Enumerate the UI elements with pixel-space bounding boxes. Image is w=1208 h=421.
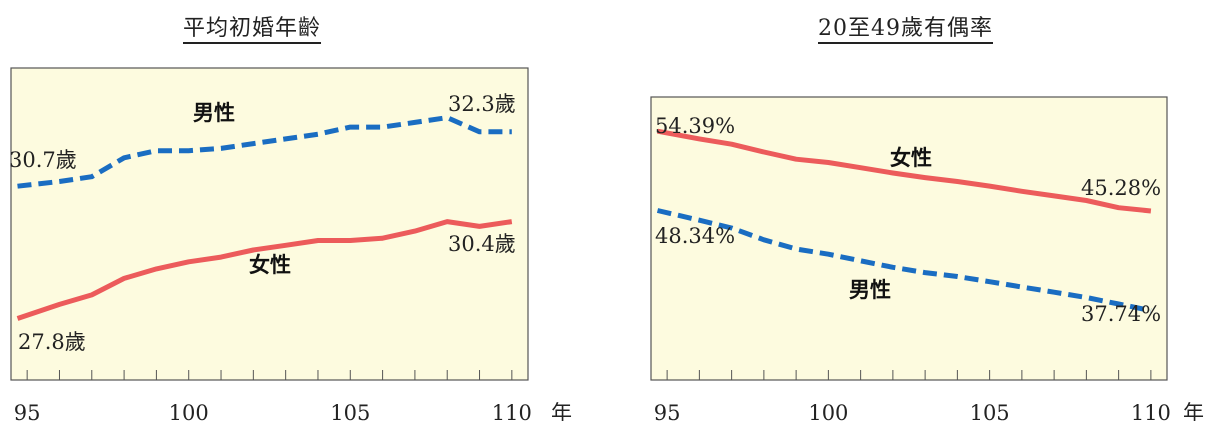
series-line-female — [16, 219, 513, 321]
chart-title: 20至49歲有偶率 — [818, 16, 993, 41]
x-axis-unit: 年 — [551, 401, 572, 421]
end-label-female: 30.4歲 — [448, 232, 516, 256]
x-tick-label: 110 — [492, 401, 532, 421]
chart-svg: 95 100 105 110 女性 男性 54.39% 45.28% 48.34% 3… — [650, 96, 1204, 421]
start-label-male: 30.7歲 — [9, 148, 77, 172]
chart-panel-marriage-age: 平均初婚年齡 95 100 105 110 男性 女性 30.7歲 32.3歲 27.… — [0, 0, 600, 421]
x-tick-label: 110 — [1131, 401, 1171, 421]
end-label-male: 32.3歲 — [448, 92, 516, 116]
series-label-female: 女性 — [890, 146, 932, 170]
x-tick-label: 105 — [330, 401, 370, 421]
series-line-male — [17, 115, 512, 189]
chart-title: 平均初婚年齡 — [183, 16, 322, 41]
series-line-female — [657, 128, 1152, 214]
x-tick-label: 105 — [970, 401, 1010, 421]
x-tick-label: 95 — [654, 401, 681, 421]
chart-svg: 95 100 105 110 男性 女性 30.7歲 32.3歲 27.8歲 30.4… — [9, 67, 572, 421]
x-axis-unit: 年 — [1183, 401, 1204, 421]
x-tick-label: 100 — [808, 401, 848, 421]
x-tick-label: 100 — [169, 401, 209, 421]
end-label-male: 37.74% — [1081, 302, 1161, 326]
start-label-female: 27.8歲 — [18, 330, 86, 354]
chart-panel-married-rate: 20至49歲有偶率 95 100 105 110 女性 男性 54.39% 45.28… — [640, 0, 1208, 421]
series-line-male — [656, 208, 1152, 314]
end-label-female: 45.28% — [1081, 176, 1161, 200]
series-label-male: 男性 — [849, 278, 891, 302]
start-label-male: 48.34% — [655, 224, 735, 248]
series-label-female: 女性 — [249, 253, 291, 277]
x-tick-label: 95 — [14, 401, 41, 421]
start-label-female: 54.39% — [655, 114, 735, 138]
series-label-male: 男性 — [193, 101, 235, 125]
